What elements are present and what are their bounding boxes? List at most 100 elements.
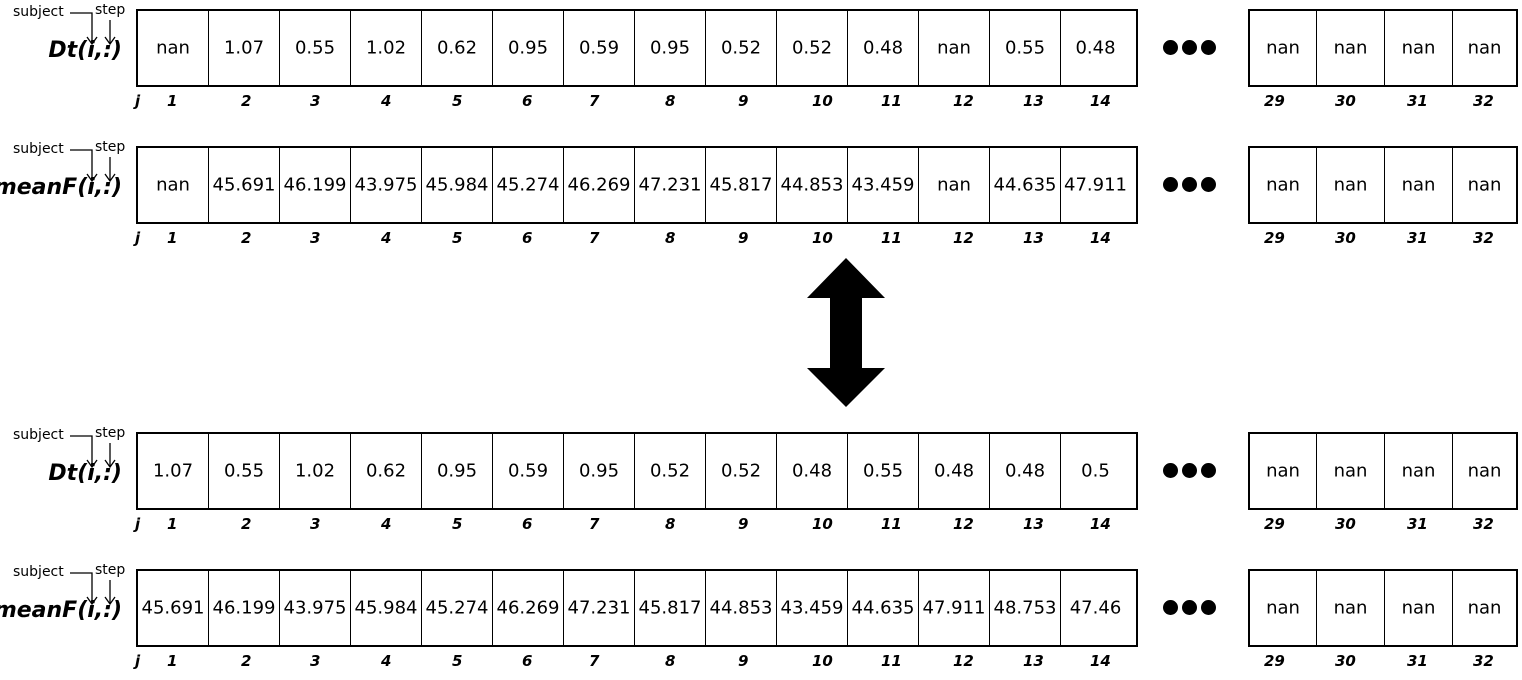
array-cell: 45.817 <box>635 571 706 645</box>
cell-value: nan <box>1467 460 1502 482</box>
dot-icon <box>1201 463 1216 478</box>
array-cell: nan <box>1453 148 1516 222</box>
cell-value: 46.269 <box>496 597 560 619</box>
cell-value: 0.48 <box>862 37 904 59</box>
cell-value: 0.62 <box>436 37 478 59</box>
column-index: 8 <box>665 92 676 110</box>
column-index: 31 <box>1407 229 1428 247</box>
j-axis-label: j <box>135 229 141 247</box>
step-label: step <box>95 562 126 578</box>
dot-icon <box>1182 463 1197 478</box>
cell-value: nan <box>1333 597 1368 619</box>
column-index: 31 <box>1407 92 1428 110</box>
cell-value: nan <box>1467 174 1502 196</box>
cell-value: 0.48 <box>1004 460 1046 482</box>
array-cell: nan <box>919 148 990 222</box>
column-index: 12 <box>953 652 974 670</box>
array-cell: 0.48 <box>848 11 919 85</box>
array-cell: 0.62 <box>422 11 493 85</box>
cell-value: 0.55 <box>1004 37 1046 59</box>
array-cell: 0.52 <box>635 434 706 508</box>
array-cell: 0.55 <box>280 11 351 85</box>
cell-value: 47.231 <box>567 597 631 619</box>
column-index: 29 <box>1264 652 1285 670</box>
column-index: 4 <box>381 652 392 670</box>
array-block-dt-after: subject step Dt(i,:) 1.07 0.55 1.02 0.62 0.9… <box>0 423 1522 543</box>
cell-value: 0.62 <box>365 460 407 482</box>
array-cell: 0.48 <box>919 434 990 508</box>
array-cell: 45.984 <box>422 148 493 222</box>
cell-value: 0.48 <box>933 460 975 482</box>
array-cell: nan <box>1317 11 1385 85</box>
column-index: 5 <box>452 229 463 247</box>
column-index: 1 <box>167 515 178 533</box>
column-index: 3 <box>310 515 321 533</box>
subject-label: subject <box>13 427 64 443</box>
cell-value: nan <box>937 37 971 59</box>
cell-value: nan <box>1401 597 1436 619</box>
array-cell: nan <box>138 11 209 85</box>
dot-icon <box>1182 600 1197 615</box>
column-index: 6 <box>522 92 533 110</box>
array-cell: 43.459 <box>777 571 848 645</box>
column-index: 6 <box>522 229 533 247</box>
array-cell: nan <box>1250 148 1317 222</box>
cell-value: 43.975 <box>354 174 418 196</box>
cell-value: 45.274 <box>425 597 489 619</box>
array-row-right: nan nan nan nan <box>1248 146 1518 224</box>
array-cell: 43.459 <box>848 148 919 222</box>
column-index: 11 <box>881 229 902 247</box>
array-cell: nan <box>1250 11 1317 85</box>
cell-value: nan <box>1266 37 1300 59</box>
array-cell: 45.274 <box>422 571 493 645</box>
array-cell: 0.48 <box>1061 11 1130 85</box>
cell-value: 47.231 <box>638 174 702 196</box>
column-index: 32 <box>1473 652 1494 670</box>
array-row-right: nan nan nan nan <box>1248 9 1518 87</box>
column-index: 5 <box>452 515 463 533</box>
array-cell: 46.199 <box>280 148 351 222</box>
column-index: 11 <box>881 515 902 533</box>
cell-value: 43.459 <box>780 597 844 619</box>
cell-value: 45.817 <box>638 597 702 619</box>
column-index: 14 <box>1090 92 1111 110</box>
array-cell: nan <box>1385 434 1453 508</box>
subject-label: subject <box>13 141 64 157</box>
cell-value: nan <box>937 174 971 196</box>
cell-value: 45.984 <box>425 174 489 196</box>
index-arrows-icon <box>70 12 116 46</box>
array-cell: 47.911 <box>1061 148 1130 222</box>
array-cell: nan <box>1317 434 1385 508</box>
index-arrows-icon <box>70 435 116 469</box>
cell-value: nan <box>1467 37 1502 59</box>
array-cell: 1.02 <box>280 434 351 508</box>
j-axis-label: j <box>135 92 141 110</box>
array-cell: 0.95 <box>635 11 706 85</box>
column-index: 7 <box>589 229 600 247</box>
column-index: 13 <box>1023 652 1044 670</box>
cell-value: nan <box>1333 37 1368 59</box>
column-index: 3 <box>310 229 321 247</box>
variable-name: meanF(i,:) <box>0 175 122 200</box>
cell-value: 0.95 <box>436 460 478 482</box>
array-cell: 0.55 <box>209 434 280 508</box>
array-cell: 0.5 <box>1061 434 1130 508</box>
cell-value: nan <box>156 37 190 59</box>
column-index: 5 <box>452 92 463 110</box>
column-index: 10 <box>812 652 833 670</box>
array-cell: 0.95 <box>493 11 564 85</box>
column-index: 8 <box>665 652 676 670</box>
column-index: 2 <box>241 652 252 670</box>
array-cell: 46.269 <box>493 571 564 645</box>
array-cell: 0.95 <box>422 434 493 508</box>
cell-value: 43.459 <box>851 174 915 196</box>
cell-value: nan <box>1266 174 1300 196</box>
column-index: 30 <box>1335 515 1356 533</box>
array-cell: 0.52 <box>706 11 777 85</box>
array-cell: 1.07 <box>138 434 209 508</box>
cell-value: 0.95 <box>507 37 549 59</box>
dot-icon <box>1163 177 1178 192</box>
subject-label: subject <box>13 4 64 20</box>
cell-value: 0.48 <box>1075 37 1116 59</box>
array-cell: 0.59 <box>493 434 564 508</box>
